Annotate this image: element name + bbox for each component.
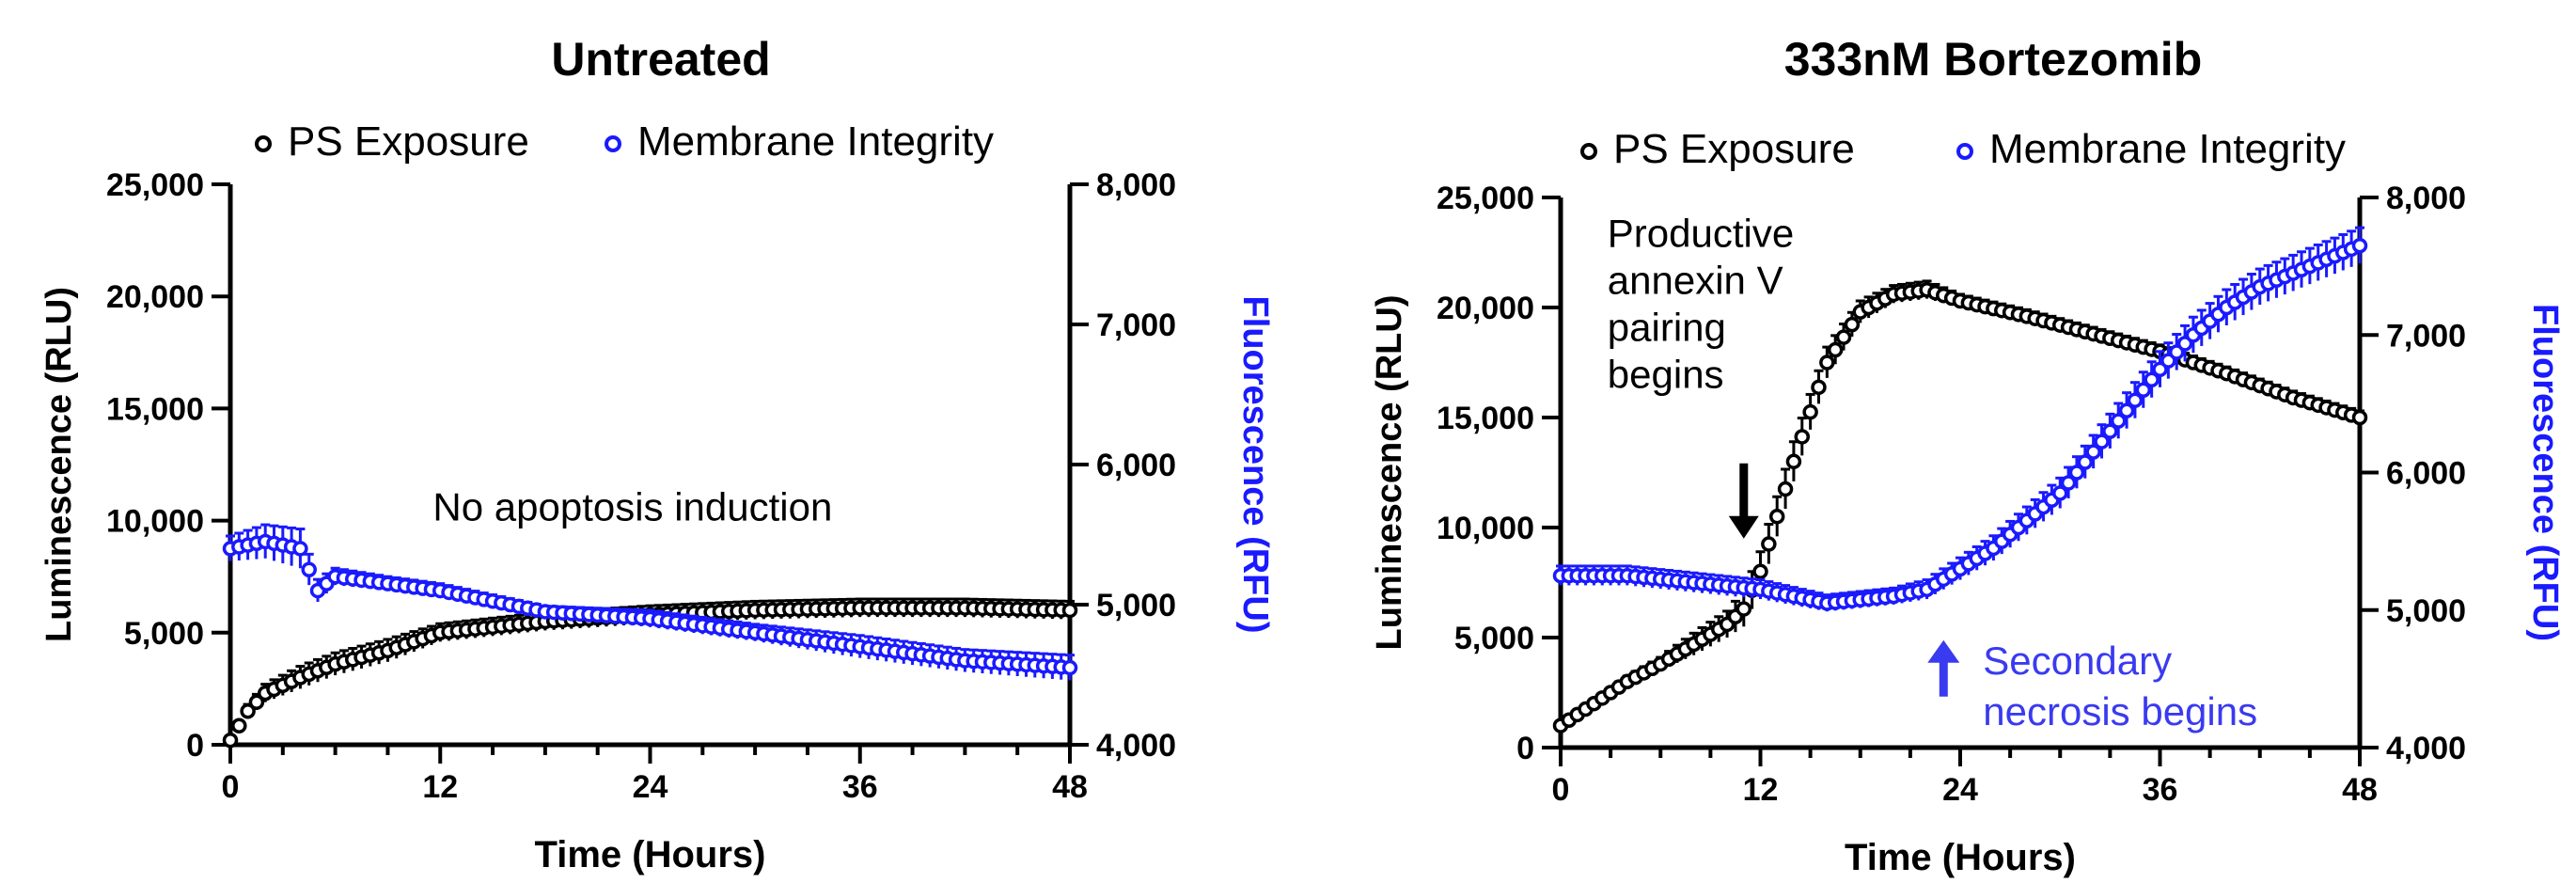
y-axis-label-right: Fluorescence (RFU) bbox=[2525, 304, 2565, 641]
data-point bbox=[2351, 409, 2368, 426]
data-point bbox=[1777, 481, 1794, 497]
data-point bbox=[1794, 429, 1811, 445]
legend-marker bbox=[255, 135, 272, 152]
y-tick-label-left: 15,000 bbox=[1437, 401, 1534, 436]
annotation-line: Productive bbox=[1608, 212, 1794, 256]
y-tick-label-right: 7,000 bbox=[1096, 307, 1176, 343]
data-point bbox=[2135, 382, 2152, 398]
x-tick-label: 24 bbox=[633, 769, 668, 805]
annotation-line: pairing bbox=[1608, 306, 1726, 350]
data-point bbox=[1061, 602, 1078, 619]
data-point bbox=[248, 694, 265, 710]
y-axis-label-right: Fluorescence (RFU) bbox=[1235, 296, 1275, 634]
x-tick-label: 48 bbox=[2342, 772, 2378, 808]
legend-entry: PS Exposure bbox=[1613, 126, 1855, 172]
annotation-line: annexin V bbox=[1608, 259, 1783, 303]
data-point bbox=[1785, 453, 1802, 470]
y-tick-label-left: 20,000 bbox=[106, 279, 204, 315]
data-point bbox=[1736, 601, 1752, 617]
series-membrane-integrity bbox=[222, 523, 1078, 681]
y-tick-label-right: 6,000 bbox=[1096, 448, 1176, 483]
data-point bbox=[2085, 444, 2101, 460]
legend-entry: Membrane Integrity bbox=[1989, 126, 2346, 172]
y-tick-label-left: 25,000 bbox=[106, 167, 204, 203]
y-tick-label-left: 5,000 bbox=[1454, 621, 1534, 656]
data-point bbox=[2351, 237, 2368, 254]
data-point bbox=[1061, 659, 1078, 676]
y-tick-label-left: 0 bbox=[186, 728, 204, 764]
x-tick-label: 12 bbox=[422, 769, 458, 805]
data-point bbox=[2102, 423, 2118, 439]
data-point bbox=[2118, 402, 2135, 418]
y-tick-label-left: 10,000 bbox=[1437, 511, 1534, 546]
data-point bbox=[222, 732, 239, 749]
annotation-line: Secondary bbox=[1983, 639, 2172, 683]
x-tick-label: 24 bbox=[1942, 772, 1978, 808]
y-axis-label-left: Luminescence (RLU) bbox=[39, 287, 79, 642]
data-point bbox=[1844, 316, 1861, 333]
annotation-line: begins bbox=[1608, 353, 1724, 397]
x-tick-label: 12 bbox=[1743, 772, 1779, 808]
y-tick-label-right: 4,000 bbox=[1096, 728, 1176, 764]
y-tick-label-right: 6,000 bbox=[2386, 456, 2466, 492]
data-point bbox=[1752, 563, 1768, 580]
annotation-arrowhead bbox=[1927, 639, 1960, 663]
y-tick-label-right: 5,000 bbox=[2386, 593, 2466, 629]
data-point bbox=[231, 717, 247, 733]
y-tick-label-right: 4,000 bbox=[2386, 731, 2466, 766]
data-point bbox=[2110, 413, 2127, 429]
y-tick-label-left: 15,000 bbox=[106, 391, 204, 427]
y-axis-label-left: Luminescence (RLU) bbox=[1370, 295, 1409, 651]
y-tick-label-left: 0 bbox=[1516, 731, 1534, 766]
chart-panel-0: Untreated 0 12 24 36 48 0 5,000 10,000 15,000 20,0… bbox=[39, 33, 1275, 875]
y-tick-label-right: 5,000 bbox=[1096, 588, 1176, 623]
legend-marker bbox=[605, 135, 621, 152]
data-point bbox=[2060, 475, 2077, 491]
series-membrane-integrity bbox=[1552, 226, 2368, 612]
legend-marker bbox=[1956, 143, 1973, 160]
y-tick-label-left: 25,000 bbox=[1437, 181, 1534, 216]
annotation-arrowhead bbox=[1728, 515, 1759, 539]
series-ps-exposure bbox=[1552, 279, 2368, 733]
data-point bbox=[1827, 341, 1844, 358]
data-point bbox=[2068, 465, 2085, 481]
x-axis-label: Time (Hours) bbox=[535, 834, 766, 875]
data-point bbox=[301, 561, 317, 577]
y-tick-label-left: 10,000 bbox=[106, 504, 204, 540]
y-tick-label-right: 7,000 bbox=[2386, 318, 2466, 354]
x-tick-label: 48 bbox=[1052, 769, 1088, 805]
x-tick-label: 36 bbox=[2143, 772, 2178, 808]
y-tick-label-right: 8,000 bbox=[1096, 167, 1176, 203]
data-point bbox=[2127, 392, 2144, 408]
data-point bbox=[1802, 403, 1818, 420]
data-point bbox=[1835, 329, 1852, 345]
data-point bbox=[1761, 536, 1777, 552]
x-axis-label: Time (Hours) bbox=[1845, 837, 2076, 878]
data-point bbox=[1768, 509, 1785, 525]
legend-marker bbox=[1580, 143, 1597, 160]
y-tick-label-left: 20,000 bbox=[1437, 291, 1534, 326]
annotation: No apoptosis induction bbox=[432, 485, 832, 529]
x-tick-label: 0 bbox=[222, 769, 240, 805]
data-point bbox=[1811, 379, 1827, 396]
legend-entry: PS Exposure bbox=[288, 118, 529, 165]
legend-entry: Membrane Integrity bbox=[637, 118, 994, 165]
y-tick-label-right: 8,000 bbox=[2386, 181, 2466, 216]
data-point bbox=[240, 702, 256, 719]
data-point bbox=[292, 541, 308, 557]
annotation-line: necrosis begins bbox=[1983, 689, 2257, 733]
chart-title: 333nM Bortezomib bbox=[1784, 33, 2203, 86]
data-point bbox=[1819, 355, 1835, 371]
data-point bbox=[2052, 485, 2068, 501]
chart-panel-1: 333nM Bortezomib 0 12 24 36 48 0 5,000 10,000 15,… bbox=[1370, 33, 2565, 878]
data-point bbox=[2144, 371, 2160, 388]
data-point bbox=[2094, 434, 2110, 449]
chart-title: Untreated bbox=[551, 33, 770, 86]
y-tick-label-left: 5,000 bbox=[124, 616, 204, 652]
x-tick-label: 0 bbox=[1552, 772, 1570, 808]
x-tick-label: 36 bbox=[842, 769, 878, 805]
data-point bbox=[2077, 454, 2094, 470]
